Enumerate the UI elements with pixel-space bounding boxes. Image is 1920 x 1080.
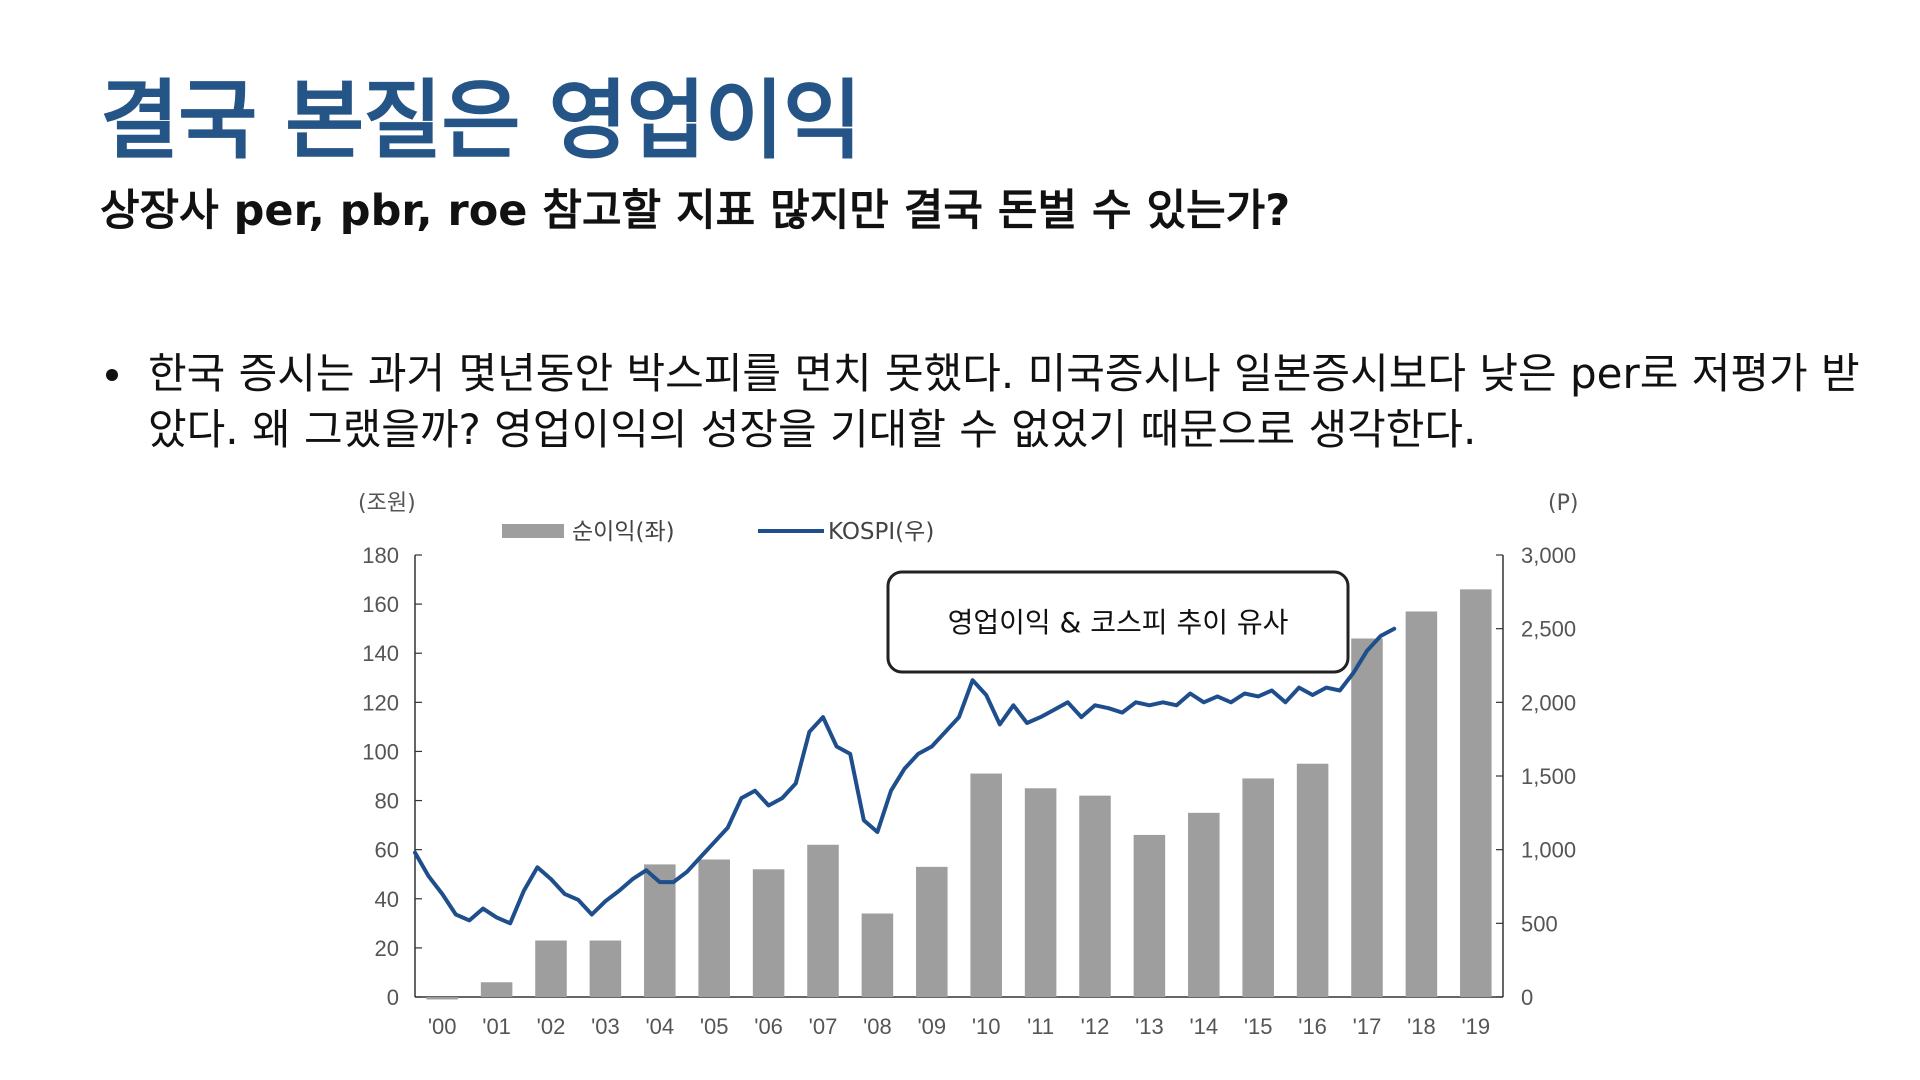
left-axis-tick-label: 180 — [362, 543, 399, 568]
x-axis-tick-label: '09 — [917, 1014, 946, 1039]
bar-14 — [1188, 812, 1220, 997]
left-axis-tick-label: 0 — [387, 985, 399, 1010]
x-axis-tick-label: '15 — [1244, 1014, 1273, 1039]
left-axis-tick-label: 40 — [375, 887, 399, 912]
bar-01 — [480, 982, 513, 997]
right-axis-tick-label: 2,000 — [1521, 690, 1576, 715]
x-axis-tick-label: '16 — [1298, 1014, 1327, 1039]
right-axis-tick-label: 2,500 — [1521, 617, 1576, 642]
left-axis-tick-label: 60 — [375, 838, 399, 863]
kospi-line — [413, 626, 1397, 926]
bar-09 — [916, 866, 948, 997]
left-axis-tick-label: 120 — [362, 690, 399, 715]
bar-12 — [1079, 795, 1111, 997]
chart-container: 0 20 40 60 80 100 120 140 160 180 0 500 1,000 1,500 2,… — [340, 480, 1600, 1080]
right-axis-tick-label: 0 — [1521, 985, 1533, 1010]
bullet-dot-icon — [106, 369, 118, 381]
x-axis-tick-label: '11 — [1027, 1014, 1054, 1039]
bar-02 — [535, 940, 567, 997]
x-axis-tick-label: '01 — [482, 1014, 511, 1039]
left-axis-tick-label: 80 — [375, 789, 399, 814]
annotation-text: 영업이익 & 코스피 추이 유사 — [948, 606, 1289, 639]
x-axis-tick-label: '06 — [754, 1014, 783, 1039]
annotation-box — [886, 570, 1350, 674]
left-axis-tick-label: 160 — [362, 592, 399, 617]
bullet-list: 한국 증시는 과거 몇년동안 박스피를 면치 못했다. 미국증시나 일본증시보다… — [100, 346, 1860, 458]
x-axis-tick-label: '13 — [1135, 1014, 1164, 1039]
bar-19 — [1460, 589, 1492, 997]
bar-10 — [970, 773, 1002, 997]
bar-04 — [644, 864, 676, 997]
right-axis-tick-label: 3,000 — [1521, 543, 1576, 568]
right-axis-tick-label: 500 — [1521, 911, 1558, 936]
chart-svg: 0 20 40 60 80 100 120 140 160 180 0 500 1,000 1,500 2,… — [358, 491, 1578, 1039]
x-axis-tick-label: '12 — [1081, 1014, 1110, 1039]
x-axis-tick-label: '18 — [1407, 1014, 1436, 1039]
legend-label-kospi: KOSPI(우) — [828, 519, 934, 545]
x-axis-tick-label: '07 — [809, 1014, 838, 1039]
bullet-item: 한국 증시는 과거 몇년동안 박스피를 면치 못했다. 미국증시나 일본증시보다… — [100, 346, 1860, 458]
x-axis-tick-label: '00 — [428, 1014, 457, 1039]
bar-13 — [1133, 834, 1166, 997]
left-axis-tick-label: 140 — [362, 641, 399, 666]
bar-03 — [589, 940, 622, 997]
bar-05 — [698, 859, 730, 997]
bar-07 — [807, 844, 839, 997]
x-axis-tick-label: '03 — [591, 1014, 620, 1039]
legend-label-net-income: 순이익(좌) — [572, 519, 675, 545]
bar-16 — [1296, 763, 1329, 997]
bar-00 — [426, 997, 458, 1000]
x-axis-tick-label: '19 — [1461, 1014, 1490, 1039]
x-axis-tick-label: '08 — [863, 1014, 892, 1039]
bar-15 — [1242, 778, 1274, 997]
slide-subtitle: 상장사 per, pbr, roe 참고할 지표 많지만 결국 돈벌 수 있는가… — [100, 186, 1291, 236]
bar-17 — [1351, 638, 1383, 997]
bar-08 — [861, 913, 894, 997]
bar-11 — [1024, 788, 1057, 997]
legend-bar-swatch — [502, 524, 564, 538]
x-axis-tick-label: '14 — [1189, 1014, 1218, 1039]
bullet-text: 한국 증시는 과거 몇년동안 박스피를 면치 못했다. 미국증시나 일본증시보다… — [148, 349, 1860, 454]
x-axis-tick-label: '02 — [537, 1014, 566, 1039]
right-axis-tick-label: 1,000 — [1521, 838, 1576, 863]
x-axis-tick-label: '17 — [1353, 1014, 1382, 1039]
slide-title: 결국 본질은 영업이익 — [100, 71, 862, 171]
right-axis-unit: (P) — [1548, 491, 1578, 516]
bar-06 — [752, 869, 785, 997]
left-axis-tick-label: 20 — [375, 936, 399, 961]
right-axis-tick-label: 1,500 — [1521, 764, 1576, 789]
x-axis-tick-label: '04 — [645, 1014, 674, 1039]
left-axis-unit: (조원) — [358, 491, 416, 516]
x-axis-tick-label: '10 — [972, 1014, 1001, 1039]
x-axis-tick-label: '05 — [700, 1014, 729, 1039]
left-axis-tick-label: 100 — [362, 739, 399, 764]
bar-18 — [1405, 611, 1438, 997]
